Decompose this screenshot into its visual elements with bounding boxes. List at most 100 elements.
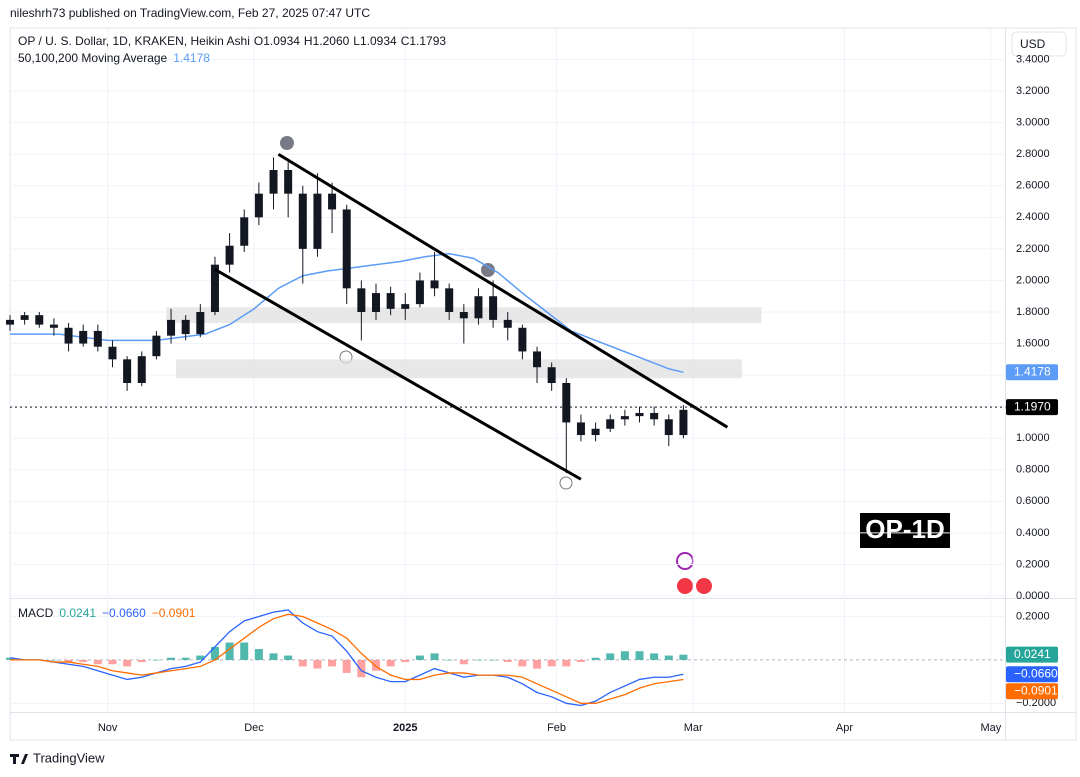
candle-body xyxy=(489,296,498,320)
ma-price-label: 1.4178 xyxy=(1014,364,1051,378)
y-tick-label: 1.8000 xyxy=(1016,306,1050,318)
candle-body xyxy=(606,419,615,429)
currency-button[interactable] xyxy=(1011,31,1067,57)
histogram-bar xyxy=(123,659,132,667)
candle-body xyxy=(503,319,512,328)
ma-price-label-box xyxy=(1006,364,1058,381)
histogram-bar xyxy=(269,653,278,660)
candle-body xyxy=(196,312,205,335)
trendline xyxy=(277,152,729,429)
histogram-bar xyxy=(181,657,190,660)
histogram-bar xyxy=(518,659,527,667)
legend-ma: 50,100,200 Moving Average 1.4178 xyxy=(18,51,210,65)
candle-body xyxy=(342,209,351,289)
histogram-bar xyxy=(6,657,14,660)
histogram-bar xyxy=(650,653,659,660)
candle-body xyxy=(313,193,322,249)
currency-label: USD xyxy=(1020,37,1046,51)
candle-body xyxy=(108,346,117,360)
legend-macd-value: −0.0901 xyxy=(152,606,196,620)
macd-value-tag-box xyxy=(1006,666,1058,683)
candle-body xyxy=(371,293,380,312)
histogram-bar xyxy=(225,642,234,660)
histogram-bar xyxy=(445,659,454,661)
histogram-bar xyxy=(210,646,219,660)
trendline xyxy=(214,268,582,481)
candle-body xyxy=(225,245,234,265)
histogram-bar xyxy=(357,659,366,678)
candle-body xyxy=(181,319,190,335)
histogram-bar xyxy=(430,653,439,660)
publisher-header: nileshrh73 published on TradingView.com,… xyxy=(10,6,370,20)
footer-brand: TradingView xyxy=(33,750,105,765)
histogram-bar xyxy=(664,655,673,660)
candle-body xyxy=(415,280,424,305)
price-pane: OP / U. S. Dollar, 1D, KRAKEN, Heikin As… xyxy=(6,34,1006,481)
histogram-bar xyxy=(547,659,556,667)
histogram-bar xyxy=(49,659,58,661)
y-tick-label: 0.8000 xyxy=(1016,464,1050,476)
x-tick-label: Nov xyxy=(98,722,118,734)
candle-body xyxy=(269,170,278,194)
candle-body xyxy=(445,288,454,312)
candle-body xyxy=(357,288,366,312)
macd-value-tag-box xyxy=(1006,646,1058,663)
lightning-icon xyxy=(676,552,694,570)
x-tick-label: Mar xyxy=(684,722,703,734)
candle-body xyxy=(474,296,483,319)
legend-ohlc: O1.0934 xyxy=(254,34,300,48)
candle-body xyxy=(576,422,585,436)
histogram-bar xyxy=(620,651,629,660)
histogram-bar xyxy=(635,651,644,660)
candle-body xyxy=(547,367,556,383)
histogram-bar xyxy=(474,659,483,661)
y-tick-label: 0.4000 xyxy=(1016,527,1050,539)
legend-title: OP / U. S. Dollar, 1D, KRAKEN, Heikin As… xyxy=(18,34,446,48)
candle-body xyxy=(591,428,600,436)
y-tick-label: 2.6000 xyxy=(1016,180,1050,192)
y-tick-label: 2.8000 xyxy=(1016,148,1050,160)
histogram-bar xyxy=(313,659,322,669)
candle-body xyxy=(459,312,468,319)
y-tick-label: 0.0000 xyxy=(1016,590,1050,602)
candle-body xyxy=(328,193,337,210)
histogram-bar xyxy=(576,659,585,663)
y-tick-label: 1.6000 xyxy=(1016,337,1050,349)
candle-body xyxy=(401,304,410,309)
histogram-bar xyxy=(489,659,498,661)
y-tick-label: 3.2000 xyxy=(1016,85,1050,97)
candle-body xyxy=(93,330,102,347)
footer-logo: TradingView xyxy=(10,750,105,765)
macd-value-tag: 0.0241 xyxy=(1014,647,1051,661)
histogram-bar xyxy=(533,659,542,669)
macd-value-tag: −0.0901 xyxy=(1014,683,1058,697)
arrow-icon xyxy=(481,263,495,277)
histogram-bar xyxy=(415,655,424,660)
candle-body xyxy=(123,359,132,383)
last-price-label: 1.1970 xyxy=(1014,399,1051,413)
histogram-bar xyxy=(386,659,395,667)
candle-body xyxy=(35,315,44,325)
candle-body xyxy=(64,327,73,344)
legend-ohlc: C1.1793 xyxy=(401,34,447,48)
watermark: OP-1D xyxy=(865,514,944,544)
candle-body xyxy=(650,412,659,420)
candle-body xyxy=(167,319,176,336)
histogram-bar xyxy=(167,657,176,660)
histogram-bar xyxy=(503,659,512,663)
y-tick-label: 3.4000 xyxy=(1016,53,1050,65)
histogram-bar xyxy=(328,659,337,667)
x-tick-label: 2025 xyxy=(393,722,417,734)
candle-body xyxy=(284,170,293,194)
y-tick-label: 0.2000 xyxy=(1016,558,1050,570)
candle-body xyxy=(664,419,673,436)
histogram-bar xyxy=(284,655,293,660)
macd-pane: MACD 0.0241 −0.0660 −0.0901 xyxy=(6,606,1006,707)
y-tick-label: 3.0000 xyxy=(1016,117,1050,129)
histogram-bar xyxy=(401,659,410,663)
watermark-box xyxy=(860,513,950,548)
histogram-bar xyxy=(679,654,688,660)
